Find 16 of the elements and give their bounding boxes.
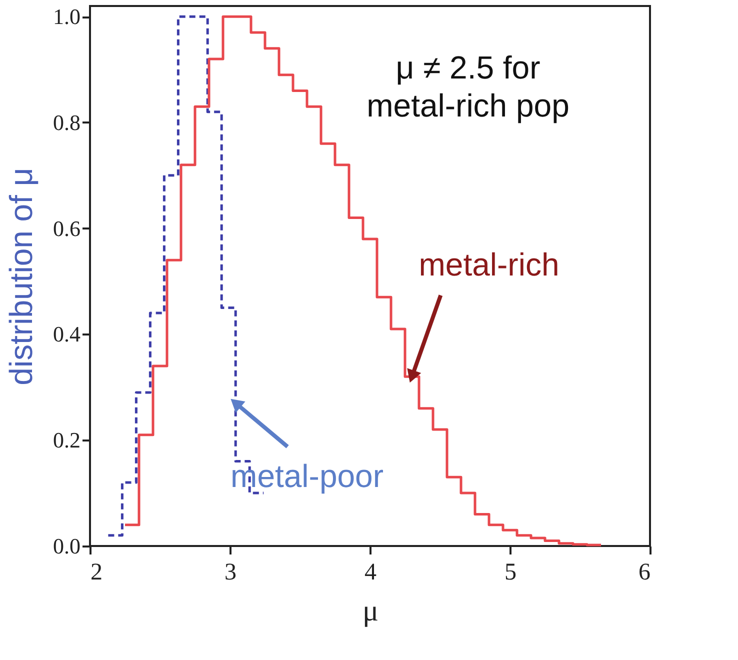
y-tick-label: 0.2	[53, 428, 80, 453]
x-axis-title: μ	[362, 594, 379, 628]
y-tick-label: 0.8	[53, 110, 80, 135]
y-tick-label: 0.6	[53, 216, 80, 241]
annotation: metal-poor	[230, 458, 384, 494]
y-axis-title: distribution of μ	[3, 168, 39, 386]
x-tick-label: 6	[638, 560, 650, 586]
x-tick-label: 5	[504, 560, 516, 586]
y-tick-label: 0.0	[53, 534, 80, 558]
x-tick-label: 4	[364, 560, 376, 586]
y-tick-label: 1.0	[53, 4, 80, 30]
x-tick-label: 2	[90, 560, 102, 586]
annotation: μ ≠ 2.5 for metal-rich pop	[366, 50, 570, 124]
y-tick-label: 0.4	[53, 322, 80, 347]
x-tick-label: 3	[224, 560, 236, 586]
annotation: metal-rich	[418, 246, 560, 282]
